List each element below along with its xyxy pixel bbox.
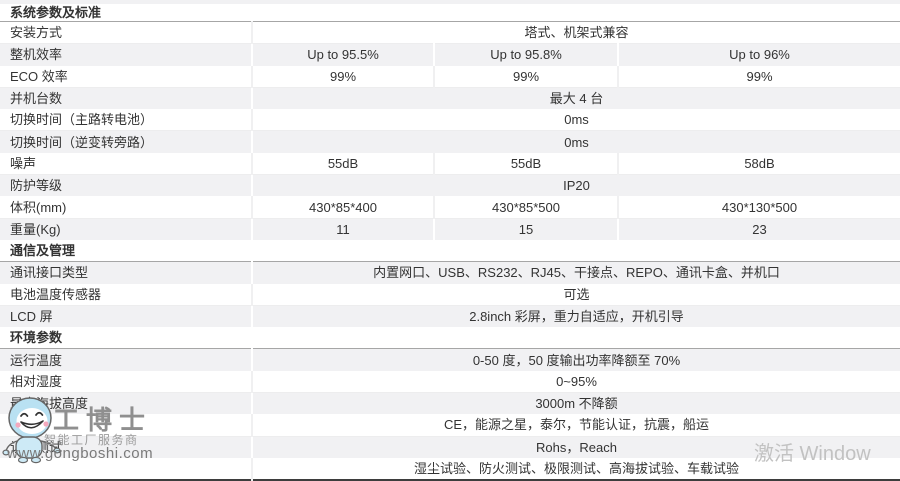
windows-activation-watermark: 激活 Window: [754, 443, 871, 465]
row-value-2: Up to 95.8%: [433, 43, 618, 66]
row-label: 噪声: [10, 155, 37, 171]
row-value-1: 11: [251, 218, 434, 240]
table-row: 通讯接口类型 内置网口、USB、RS232、RJ45、干接点、REPO、通讯卡盒、…: [0, 261, 900, 284]
row-label: 运行温度: [10, 352, 63, 368]
row-value: 0ms: [250, 109, 900, 131]
row-value-1: 55dB: [251, 152, 434, 175]
row-label: 并机台数: [10, 91, 63, 107]
row-value-2: 15: [433, 218, 618, 240]
row-label: 整机效率: [10, 47, 63, 63]
row-value: 2.8inch 彩屏，重力自适应，开机引导: [250, 305, 900, 328]
row-label: 体积(mm): [10, 199, 67, 215]
row-value: 0~95%: [250, 370, 900, 393]
row-value: 0ms: [250, 130, 900, 153]
row-value: 3000m 不降额: [250, 392, 900, 415]
row-value: 可选: [250, 283, 900, 306]
row-label: [0, 458, 252, 480]
row-value: 0-50 度，50 度输出功率降额至 70%: [250, 348, 900, 371]
row-value: CE，能源之星，泰尔，节能认证，抗震，船运: [250, 414, 900, 437]
table-row: 重量(Kg) 11 15 23: [0, 218, 900, 240]
table-row: LCD 屏 2.8inch 彩屏，重力自适应，开机引导: [0, 305, 900, 328]
table-row: 体积(mm) 430*85*400 430*85*500 430*130*500: [0, 196, 900, 219]
row-label: 重量(Kg): [10, 221, 61, 237]
row-label: 安装方式: [10, 25, 63, 41]
row-value-1: 430*85*400: [251, 196, 434, 219]
row-value-1: 99%: [251, 65, 434, 88]
row-value-3: 23: [616, 218, 900, 240]
row-value-3: 430*130*500: [616, 196, 900, 219]
row-value: 最大 4 台: [250, 87, 900, 110]
row-label: 认证测试: [10, 439, 63, 455]
table-row: 整机效率 Up to 95.5% Up to 95.8% Up to 96%: [0, 43, 900, 66]
row-value-2: 430*85*500: [433, 196, 618, 219]
table-row: 最大海拔高度 3000m 不降额: [0, 392, 900, 415]
row-value: 塔式、机架式兼容: [250, 21, 900, 44]
spec-table: 系统参数及标准 安装方式 塔式、机架式兼容 整机效率 Up to 95.5% Up t…: [0, 4, 900, 481]
row-label: 防护等级: [10, 178, 63, 194]
section-title: 环境参数: [0, 327, 900, 350]
row-label: 电池温度传感器: [10, 286, 102, 302]
table-row: 安装方式 塔式、机架式兼容: [0, 21, 900, 44]
row-value: IP20: [250, 174, 900, 197]
row-label: 切换时间（主路转电池）: [10, 112, 154, 128]
table-row: 防护等级 IP20: [0, 174, 900, 197]
row-value-3: 58dB: [616, 152, 900, 175]
table-row: 电池温度传感器 可选: [0, 283, 900, 306]
row-value-2: 99%: [433, 65, 618, 88]
row-label: [0, 414, 252, 436]
table-row: 切换时间（逆变转旁路） 0ms: [0, 130, 900, 153]
row-label: 切换时间（逆变转旁路）: [10, 134, 154, 150]
section-row: 系统参数及标准: [0, 4, 900, 22]
table-row: 运行温度 0-50 度，50 度输出功率降额至 70%: [0, 348, 900, 371]
table-row: ECO 效率 99% 99% 99%: [0, 65, 900, 88]
table-row: 认证测试 Rohs，Reach: [0, 436, 900, 458]
section-title: 通信及管理: [0, 239, 900, 263]
row-value: 内置网口、USB、RS232、RJ45、干接点、REPO、通讯卡盒、并机口: [250, 261, 900, 284]
table-row: CE，能源之星，泰尔，节能认证，抗震，船运: [0, 414, 900, 437]
row-value-1: Up to 95.5%: [251, 43, 434, 66]
section-row: 环境参数: [0, 327, 900, 350]
table-row: 切换时间（主路转电池） 0ms: [0, 109, 900, 131]
row-value-3: 99%: [616, 65, 900, 88]
row-label: 相对湿度: [10, 373, 63, 389]
section-title: 系统参数及标准: [0, 4, 900, 22]
row-label: ECO 效率: [10, 68, 68, 84]
section-row: 通信及管理: [0, 239, 900, 263]
row-value-2: 55dB: [433, 152, 618, 175]
row-label: 最大海拔高度: [10, 396, 89, 412]
table-row: 并机台数 最大 4 台: [0, 87, 900, 110]
row-value: Rohs，Reach: [250, 436, 900, 458]
table-row: 噪声 55dB 55dB 58dB: [0, 152, 900, 175]
row-label: LCD 屏: [10, 309, 53, 324]
table-row: 相对湿度 0~95%: [0, 370, 900, 393]
row-value-3: Up to 96%: [616, 43, 900, 66]
row-label: 通讯接口类型: [10, 265, 89, 281]
